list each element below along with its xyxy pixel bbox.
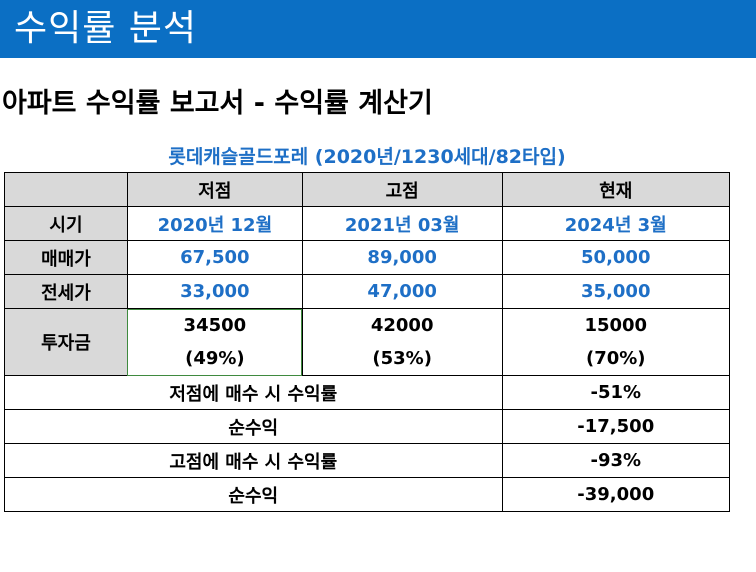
summary-value-low-profit[interactable]: -17,500	[502, 409, 730, 444]
summary-value-low-return[interactable]: -51%	[502, 375, 730, 410]
sale-price-current[interactable]: 50,000	[502, 240, 730, 275]
table-subtitle: 롯데캐슬골드포레 (2020년/1230세대/82타입)	[4, 138, 730, 173]
investment-high[interactable]: 42000 (53%)	[302, 308, 503, 376]
column-header-low: 저점	[127, 172, 303, 207]
row-label-period: 시기	[4, 206, 128, 241]
summary-value-high-return[interactable]: -93%	[502, 443, 730, 478]
page-title: 수익률 분석	[14, 8, 198, 49]
investment-low-amount: 34500	[183, 315, 247, 336]
period-low[interactable]: 2020년 12월	[127, 206, 303, 241]
summary-value-high-profit[interactable]: -39,000	[502, 477, 730, 512]
report-title: 아파트 수익률 보고서 - 수익률 계산기	[2, 88, 433, 119]
column-header-high: 고점	[302, 172, 503, 207]
sale-price-high[interactable]: 89,000	[302, 240, 503, 275]
summary-label-low-profit: 순수익	[4, 409, 503, 444]
row-label-jeonse-price: 전세가	[4, 274, 128, 309]
investment-high-ratio: (53%)	[372, 348, 432, 369]
summary-label-high-return: 고점에 매수 시 수익률	[4, 443, 503, 478]
summary-label-low-return: 저점에 매수 시 수익률	[4, 375, 503, 410]
column-header-current: 현재	[502, 172, 730, 207]
investment-current-amount: 15000	[584, 315, 648, 336]
jeonse-price-high[interactable]: 47,000	[302, 274, 503, 309]
period-high[interactable]: 2021년 03월	[302, 206, 503, 241]
investment-current[interactable]: 15000 (70%)	[502, 308, 730, 376]
investment-low-ratio: (49%)	[185, 348, 245, 369]
corner-cell	[4, 172, 128, 207]
period-current[interactable]: 2024년 3월	[502, 206, 730, 241]
return-calculator-table: 롯데캐슬골드포레 (2020년/1230세대/82타입) 저점 고점 현재 시기…	[4, 138, 730, 512]
header-bar: 수익률 분석	[0, 0, 756, 58]
investment-low[interactable]: 34500 (49%)	[127, 308, 303, 376]
jeonse-price-current[interactable]: 35,000	[502, 274, 730, 309]
sale-price-low[interactable]: 67,500	[127, 240, 303, 275]
investment-high-amount: 42000	[370, 315, 434, 336]
investment-current-ratio: (70%)	[585, 348, 646, 369]
jeonse-price-low[interactable]: 33,000	[127, 274, 303, 309]
summary-label-high-profit: 순수익	[4, 477, 503, 512]
row-label-sale-price: 매매가	[4, 240, 128, 275]
row-label-investment: 투자금	[4, 308, 128, 376]
